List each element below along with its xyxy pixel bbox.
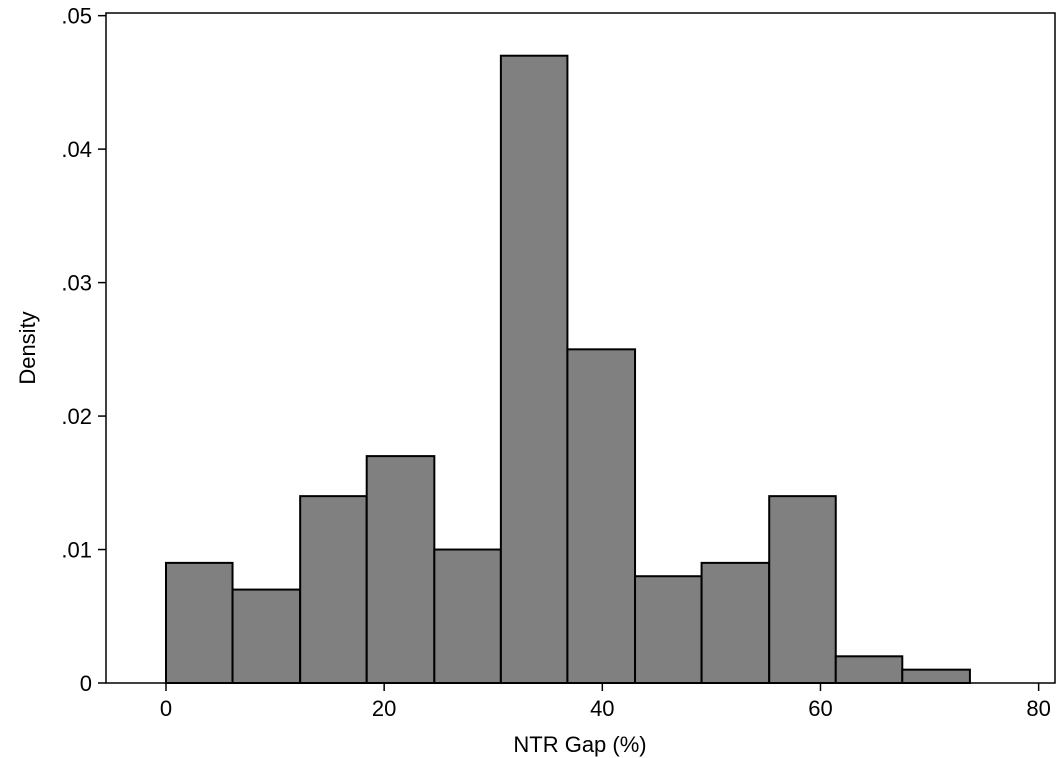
x-tick-label: 20 [372,696,396,721]
histogram-bar [164,561,234,685]
x-tick-label: 60 [808,696,832,721]
histogram-bar [700,561,771,685]
x-tick-label: 0 [160,696,172,721]
histogram-bar [365,455,436,684]
y-tick-label: .05 [61,4,92,29]
histogram-bar [566,348,637,684]
y-tick-label: .03 [61,271,92,296]
y-tick-label: .02 [61,404,92,429]
histogram-bar [499,54,569,684]
y-tick-label: .01 [61,538,92,563]
y-tick-label: 0 [80,671,92,696]
y-axis-title: Density [15,311,40,384]
histogram-bar [834,655,904,684]
x-axis: 0 20 40 60 80 [160,683,1051,721]
y-tick-label: .04 [61,137,92,162]
y-axis: 0 .01 .02 .03 .04 .05 [61,4,106,696]
histogram-bar [433,548,502,685]
histogram-bar [768,495,837,684]
histogram-bar [634,575,703,685]
histogram-bar [231,588,302,685]
x-axis-title: NTR Gap (%) [513,732,646,757]
x-tick-label: 40 [590,696,614,721]
histogram-bar [901,668,971,684]
histogram-bar [299,495,368,684]
x-tick-label: 80 [1026,696,1050,721]
bars-group [164,54,971,685]
